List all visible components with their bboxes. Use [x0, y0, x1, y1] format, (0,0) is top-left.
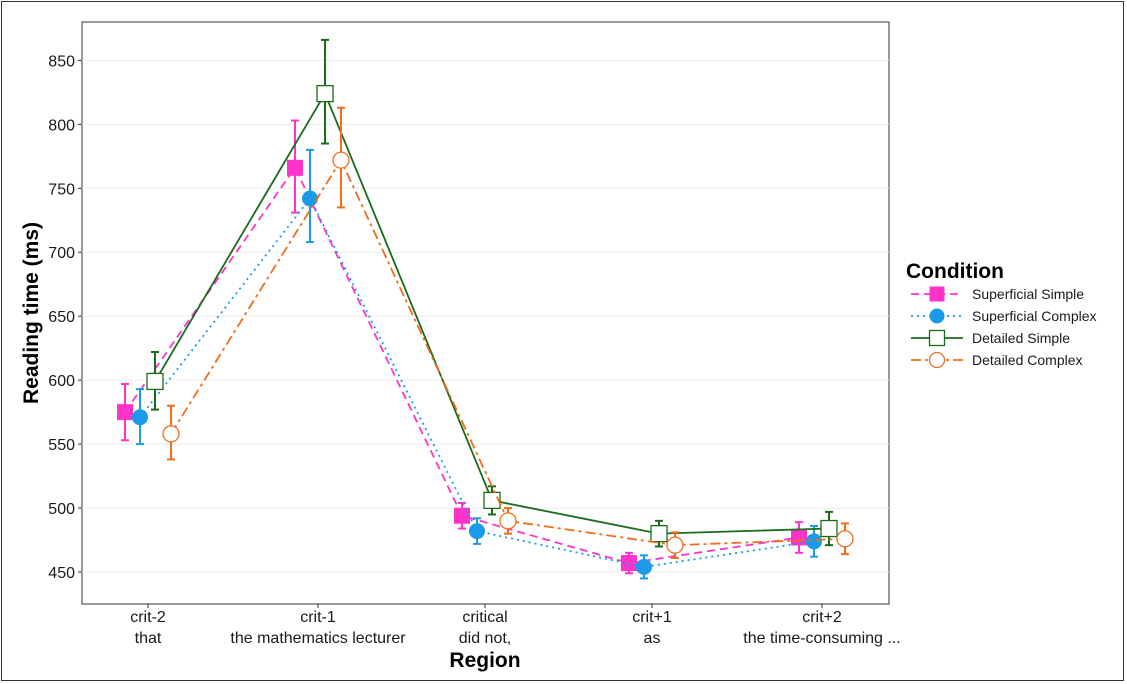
- y-tick-label: 450: [48, 565, 75, 582]
- data-point: [132, 409, 148, 426]
- data-point: [469, 523, 485, 540]
- legend-label: Detailed Complex: [972, 352, 1083, 368]
- x-axis-title: Region: [449, 649, 520, 672]
- series-superficial-complex: [132, 148, 822, 580]
- y-tick-label: 600: [48, 373, 75, 390]
- legend-marker: [928, 351, 946, 369]
- x-tick-label: crit-1: [300, 609, 336, 626]
- data-point: [791, 529, 807, 546]
- data-point: [332, 151, 350, 169]
- legend-key: [911, 308, 963, 324]
- y-tick-label: 650: [48, 309, 75, 326]
- y-tick-label: 500: [48, 501, 75, 518]
- x-tick-sublabel: as: [644, 630, 661, 647]
- series-superficial-simple: [117, 119, 807, 575]
- x-tick-label: crit+2: [802, 609, 842, 626]
- y-tick-label: 750: [48, 181, 75, 198]
- data-point: [820, 519, 838, 538]
- data-point: [146, 372, 164, 391]
- data-point: [650, 524, 668, 543]
- legend-key: [911, 351, 963, 369]
- x-tick-sublabel: the mathematics lecturer: [230, 630, 406, 647]
- y-tick-label: 700: [48, 245, 75, 262]
- legend-label: Detailed Simple: [972, 330, 1070, 346]
- data-point: [806, 533, 822, 550]
- y-axis-title: Reading time (ms): [20, 222, 43, 404]
- legend-label: Superficial Simple: [972, 286, 1084, 302]
- x-tick-label: crit-2: [130, 609, 166, 626]
- legend-key: [911, 286, 963, 302]
- legend-key: [911, 329, 963, 347]
- y-tick-label: 800: [48, 117, 75, 134]
- data-point: [636, 558, 652, 575]
- data-point: [287, 159, 303, 176]
- data-point: [666, 536, 684, 554]
- y-tick-label: 550: [48, 437, 75, 454]
- data-point: [499, 512, 517, 530]
- data-point: [302, 190, 318, 207]
- legend-label: Superficial Complex: [972, 308, 1097, 324]
- x-tick-sublabel: did not,: [459, 630, 511, 647]
- series-detailed-simple: [146, 38, 838, 548]
- legend-marker: [928, 329, 946, 347]
- data-point: [117, 404, 133, 421]
- plot-panel: [81, 21, 890, 605]
- x-tick-sublabel: that: [135, 630, 162, 647]
- series-detailed-complex: [162, 106, 854, 559]
- legend: Superficial Simple Superficial Complex Det…: [911, 286, 1097, 369]
- x-tick-label: critical: [462, 609, 507, 626]
- x-tick-label: crit+1: [632, 609, 672, 626]
- legend-marker: [929, 308, 945, 324]
- data-point: [454, 507, 470, 524]
- data-point: [483, 491, 501, 510]
- x-tick-sublabel: the time-consuming ...: [743, 630, 900, 647]
- legend-marker: [929, 286, 945, 302]
- data-point: [836, 530, 854, 548]
- legend-title: Condition: [906, 260, 1004, 283]
- y-tick-label: 850: [48, 53, 75, 70]
- data-point: [162, 425, 180, 443]
- data-point: [316, 84, 334, 103]
